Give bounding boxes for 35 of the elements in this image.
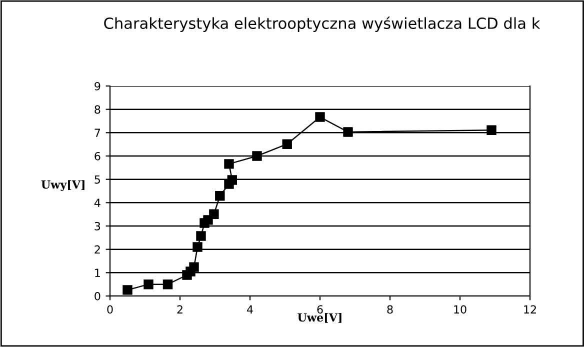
point [196, 231, 206, 241]
point [252, 151, 262, 161]
x-tick-label: 12 [524, 305, 536, 314]
point [215, 191, 225, 201]
point [224, 159, 234, 169]
chart-title: Charakterystyka elektrooptyczna wyświetlacza LCD dla k [104, 16, 540, 32]
x-tick-label: 0 [107, 305, 113, 314]
point [486, 125, 496, 135]
x-tick-label: 2 [177, 305, 182, 314]
y-tick-label: 2 [94, 245, 100, 254]
y-tick-label: 3 [94, 222, 100, 230]
y-tick-label: 5 [94, 175, 100, 184]
y-tick-label: 7 [94, 128, 100, 137]
point [122, 285, 132, 295]
point [343, 127, 353, 137]
point [209, 209, 219, 219]
point [192, 242, 202, 252]
y-tick-label: 8 [94, 105, 100, 114]
x-tick-label: 10 [454, 305, 466, 314]
y-tick-label: 1 [95, 268, 100, 277]
y-tick-label: 9 [94, 82, 100, 90]
x-tick-label: 6 [317, 305, 323, 314]
x-axis-title: Uwe[V] [298, 313, 342, 323]
y-tick-label: 0 [94, 292, 100, 300]
point [144, 279, 154, 290]
y-tick-label: 6 [94, 152, 100, 160]
point [189, 262, 199, 272]
x-tick-label: 8 [387, 305, 393, 314]
y-tick-label: 4 [94, 198, 100, 207]
point [315, 112, 325, 122]
point [162, 279, 173, 290]
x-tick-label: 4 [247, 305, 253, 314]
point [227, 175, 238, 185]
y-axis-title: Uwy[V] [41, 180, 84, 191]
point [282, 139, 292, 149]
